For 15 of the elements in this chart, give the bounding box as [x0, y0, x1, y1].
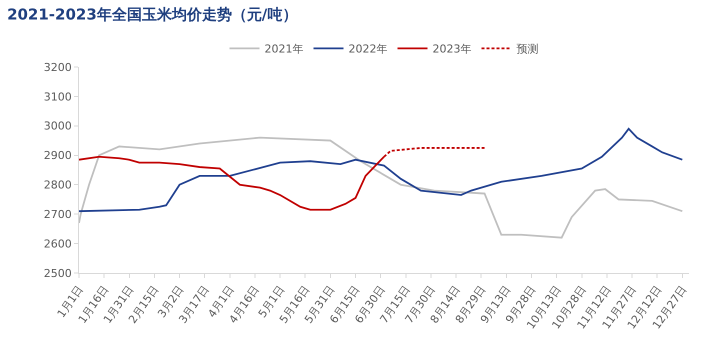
legend-label: 预测: [516, 42, 538, 56]
legend-label: 2022年: [348, 42, 388, 56]
chart-title: 2021-2023年全国玉米均价走势（元/吨）: [7, 5, 298, 24]
y-tick-label: 2600: [44, 237, 72, 250]
y-tick-label: 3100: [44, 90, 72, 104]
y-tick-label: 2900: [44, 149, 72, 162]
line-series: [79, 128, 684, 212]
y-tick-label: 2800: [44, 178, 72, 192]
y-tick-label: 3200: [44, 60, 72, 74]
y-tick-label: 2700: [44, 208, 72, 221]
legend-label: 2023年: [432, 42, 472, 56]
line-series: [79, 136, 684, 239]
y-tick-label: 2500: [44, 266, 72, 280]
legend-label: 2021年: [264, 42, 304, 56]
y-tick-label: 3000: [44, 120, 72, 133]
